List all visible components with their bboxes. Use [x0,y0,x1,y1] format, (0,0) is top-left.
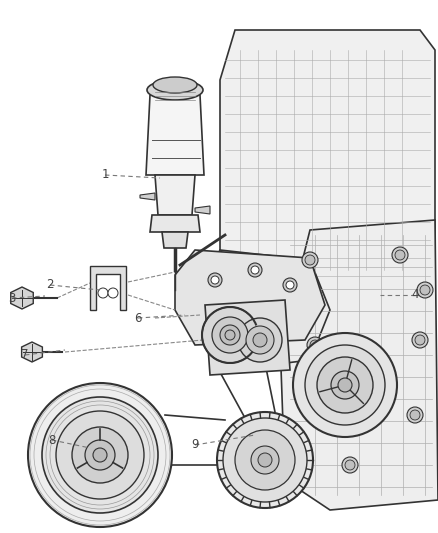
Polygon shape [146,95,204,175]
Circle shape [395,250,405,260]
Circle shape [98,288,108,298]
Circle shape [208,311,222,325]
Circle shape [293,333,397,437]
Circle shape [420,285,430,295]
Text: 3: 3 [8,292,16,304]
Circle shape [415,335,425,345]
Circle shape [305,255,315,265]
Circle shape [283,278,297,292]
Circle shape [220,325,240,345]
Circle shape [246,326,274,354]
Circle shape [253,333,267,347]
Text: 6: 6 [134,311,142,325]
Polygon shape [195,206,210,214]
Circle shape [42,397,158,513]
Circle shape [345,460,355,470]
Circle shape [248,263,262,277]
Circle shape [211,276,219,284]
Text: 1: 1 [101,168,109,182]
Circle shape [108,288,118,298]
Text: 2: 2 [46,279,54,292]
Circle shape [286,281,294,289]
Circle shape [212,317,248,353]
Circle shape [93,448,107,462]
Polygon shape [175,250,325,345]
Circle shape [258,453,272,467]
Circle shape [302,252,318,268]
Circle shape [310,340,320,350]
Circle shape [217,412,313,508]
Circle shape [307,337,323,353]
Circle shape [56,411,144,499]
Circle shape [412,332,428,348]
Circle shape [28,383,172,527]
Circle shape [225,330,235,340]
Circle shape [251,446,279,474]
Polygon shape [90,266,126,310]
Circle shape [342,457,358,473]
Text: 8: 8 [48,433,56,447]
Circle shape [208,273,222,287]
Circle shape [202,307,258,363]
Circle shape [317,402,333,418]
Circle shape [211,314,219,322]
Circle shape [417,282,433,298]
Polygon shape [280,220,438,510]
Polygon shape [21,342,42,362]
Polygon shape [155,175,195,215]
Circle shape [338,378,352,392]
Polygon shape [205,300,290,375]
Circle shape [331,371,359,399]
Polygon shape [162,232,188,248]
Circle shape [85,440,115,470]
Circle shape [410,410,420,420]
Circle shape [72,427,128,483]
Circle shape [392,247,408,263]
Circle shape [238,318,282,362]
Ellipse shape [147,80,203,100]
Circle shape [407,407,423,423]
Polygon shape [220,30,435,320]
Circle shape [235,430,295,490]
Polygon shape [150,215,200,232]
Circle shape [223,418,307,502]
Circle shape [320,405,330,415]
Polygon shape [11,287,33,309]
Text: 9: 9 [191,439,199,451]
Ellipse shape [153,77,197,93]
Text: 7: 7 [21,349,29,361]
Circle shape [305,345,385,425]
Text: 4: 4 [411,288,419,302]
Circle shape [317,357,373,413]
Polygon shape [140,193,155,200]
Circle shape [251,266,259,274]
Polygon shape [200,250,330,370]
